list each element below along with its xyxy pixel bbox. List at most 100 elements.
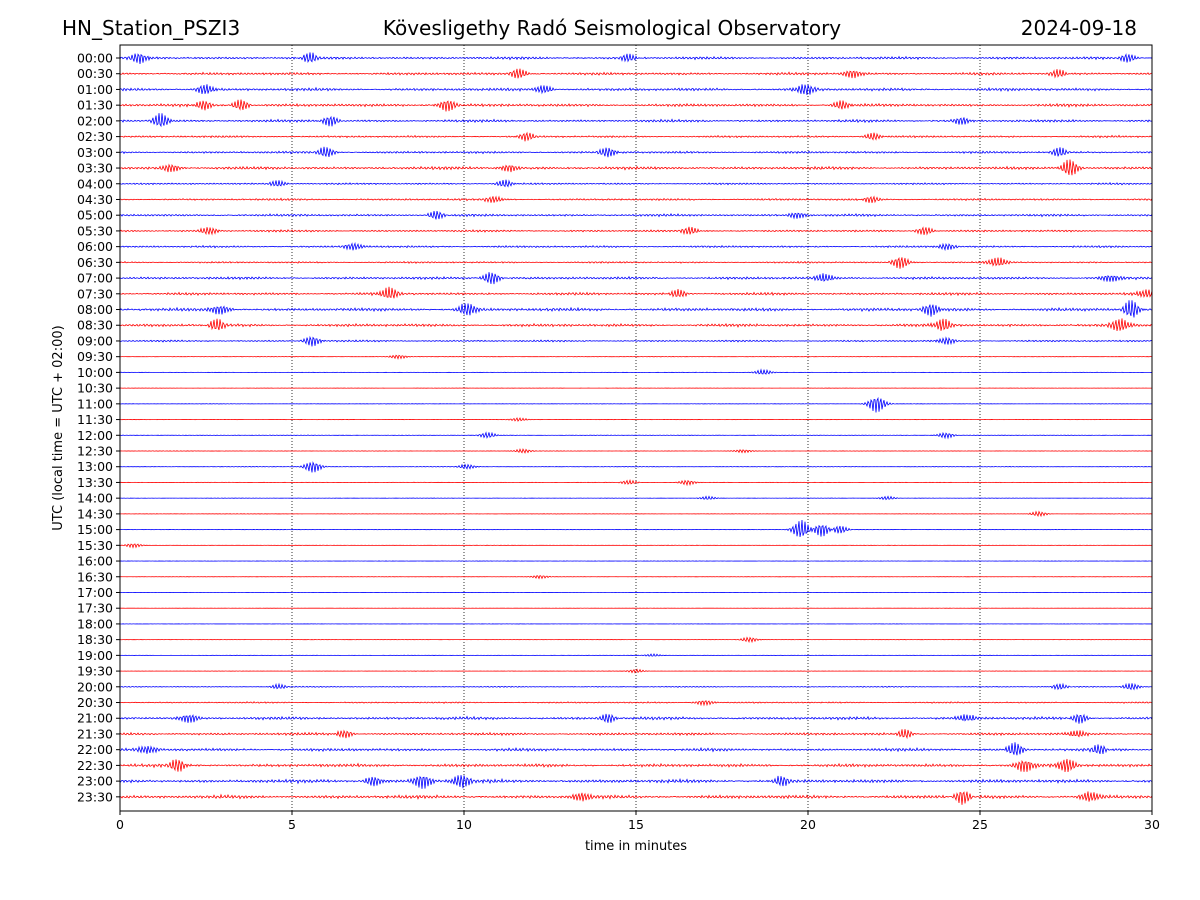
trace-row [119,354,1153,360]
y-tick-label: 15:00 [77,522,113,537]
y-tick-label: 11:00 [77,396,113,411]
x-tick-label: 10 [456,817,472,832]
y-tick-label: 23:30 [77,789,113,804]
y-tick-label: 02:30 [77,129,113,144]
trace-row [119,335,1153,347]
trace-row [119,368,1153,375]
trace-row [119,396,1153,413]
y-axis-label: UTC (local time = UTC + 02:00) [51,325,66,530]
trace-row [119,729,1153,740]
trace-row [119,775,1153,789]
trace-row [119,99,1153,112]
trace-row [119,758,1153,773]
trace-row [119,713,1153,724]
trace-row [119,226,1153,236]
y-tick-label: 17:30 [77,601,113,616]
y-tick-label: 19:00 [77,648,113,663]
y-tick-label: 23:00 [77,774,113,789]
y-tick-label: 13:00 [77,459,113,474]
y-tick-label: 06:00 [77,239,113,254]
y-tick-label: 09:00 [77,333,113,348]
trace-row [119,742,1153,756]
y-tick-label: 13:30 [77,475,113,490]
y-tick-label: 12:30 [77,444,113,459]
trace-row [119,241,1153,252]
trace-row [119,113,1153,128]
y-tick-label: 11:30 [77,412,113,427]
x-tick-label: 20 [800,817,816,832]
trace-row [119,417,1153,422]
y-tick-label: 04:00 [77,176,113,191]
y-tick-label: 03:00 [77,145,113,160]
trace-row [119,575,1153,580]
trace-row [119,431,1153,440]
y-tick-label: 20:00 [77,679,113,694]
trace-row [119,520,1153,537]
station-name: HN_Station_PSZI3 [62,16,240,40]
trace-row [119,682,1153,691]
trace-row [119,286,1153,299]
y-tick-label: 06:30 [77,255,113,270]
y-tick-label: 08:00 [77,302,113,317]
y-axis-ticks: 00:0000:3001:0001:3002:0002:3003:0003:30… [77,51,120,804]
y-tick-label: 18:30 [77,632,113,647]
trace-row [119,543,1153,549]
chart-date: 2024-09-18 [1021,16,1137,40]
trace-row [119,510,1153,518]
x-tick-label: 5 [288,817,296,832]
trace-row [119,318,1153,332]
trace-row [119,700,1153,707]
trace-row [119,179,1153,188]
x-tick-label: 25 [972,817,988,832]
y-tick-label: 22:00 [77,742,113,757]
y-tick-label: 12:00 [77,428,113,443]
y-tick-label: 14:30 [77,506,113,521]
y-tick-label: 22:30 [77,758,113,773]
y-tick-label: 00:30 [77,66,113,81]
trace-row [119,272,1153,285]
trace-row [119,791,1153,805]
y-tick-label: 01:30 [77,98,113,113]
y-tick-label: 08:30 [77,318,113,333]
y-tick-label: 14:00 [77,491,113,506]
y-tick-label: 15:30 [77,538,113,553]
y-tick-label: 00:00 [77,51,113,66]
y-tick-label: 05:00 [77,208,113,223]
x-tick-label: 15 [628,817,644,832]
trace-row [119,146,1153,158]
trace-row [119,256,1153,269]
y-tick-label: 10:00 [77,365,113,380]
y-tick-label: 16:00 [77,554,113,569]
y-tick-label: 17:00 [77,585,113,600]
trace-row [119,636,1153,644]
trace-row [119,461,1153,473]
trace-row [119,84,1153,96]
y-tick-label: 05:30 [77,223,113,238]
chart-title: Kövesligethy Radó Seismological Observat… [383,16,841,40]
y-tick-label: 16:30 [77,569,113,584]
y-tick-label: 20:30 [77,695,113,710]
vertical-gridlines [291,45,981,811]
trace-row [119,448,1153,454]
y-tick-label: 19:30 [77,664,113,679]
trace-row [119,52,1153,64]
x-tick-label: 30 [1144,817,1160,832]
x-tick-label: 0 [116,817,124,832]
trace-row [119,159,1153,176]
y-tick-label: 03:30 [77,161,113,176]
y-tick-label: 07:00 [77,271,113,286]
trace-row [119,668,1153,674]
y-tick-label: 10:30 [77,381,113,396]
y-tick-label: 18:00 [77,616,113,631]
y-tick-label: 01:00 [77,82,113,97]
trace-row [119,495,1153,501]
y-tick-label: 07:30 [77,286,113,301]
seismogram-traces [119,52,1153,805]
x-axis-ticks: 0 5 10 15 20 25 30 [116,811,1160,832]
y-tick-label: 21:00 [77,711,113,726]
y-tick-label: 09:30 [77,349,113,364]
y-tick-label: 04:30 [77,192,113,207]
trace-row [119,68,1153,79]
y-tick-label: 02:00 [77,113,113,128]
